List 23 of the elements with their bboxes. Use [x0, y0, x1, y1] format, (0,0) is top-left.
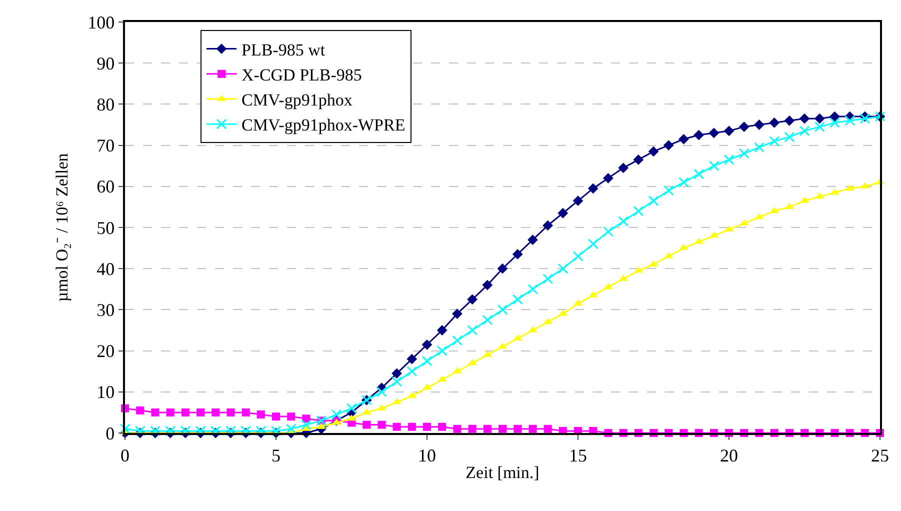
- y-tick-label: 50: [96, 218, 115, 238]
- y-tick-label: 30: [96, 300, 115, 320]
- y-tick-label: 40: [96, 258, 115, 279]
- y-tick-label: 70: [96, 136, 115, 156]
- y-axis-title: µmol O₂⁻ / 10⁶ Zellen: [52, 152, 72, 302]
- x-tick-label: 15: [569, 445, 587, 466]
- legend-label: PLB-985 wt: [242, 40, 326, 60]
- x-tick-label: 0: [120, 445, 130, 466]
- x-tick-label: 10: [418, 445, 436, 466]
- legend-label: X-CGD PLB-985: [242, 66, 362, 84]
- x-tick-label: 20: [720, 445, 738, 466]
- y-tick-label: 20: [96, 341, 115, 362]
- x-axis-title: Zeit [min.]: [466, 463, 540, 482]
- y-tick-label: 10: [96, 382, 115, 402]
- x-tick-label: 5: [272, 445, 280, 466]
- y-tick-label: 60: [96, 176, 115, 197]
- y-tick-label: 100: [88, 12, 115, 32]
- x-tick-label: 25: [871, 445, 889, 466]
- y-tick-label: 0: [106, 423, 115, 444]
- y-tick-label: 90: [96, 53, 115, 74]
- legend-label: CMV-gp91phox: [242, 90, 353, 110]
- y-tick-label: 80: [96, 94, 115, 114]
- legend-label: CMV-gp91phox-WPRE: [242, 116, 406, 135]
